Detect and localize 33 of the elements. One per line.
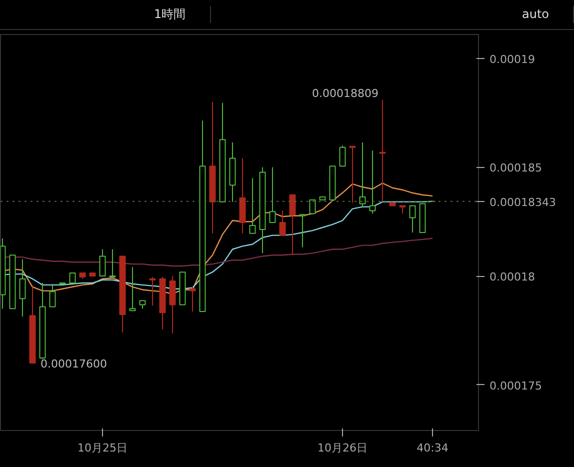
candlestick [69,272,76,284]
x-tick-label: 40:34 [416,442,448,454]
candlestick [189,286,196,312]
candlestick [109,248,116,278]
candlestick [409,205,416,233]
candlestick [279,210,286,236]
candlestick [349,146,356,204]
candlestick [19,258,26,317]
candlestick [369,150,376,214]
candlestick [359,142,366,208]
candlestick [379,99,386,202]
candlestick [169,276,176,334]
candlestick [269,166,276,223]
candlestick [149,276,156,306]
candlestick [129,266,136,312]
annotation: 0.00018809 [312,86,378,100]
annotation: 0.00017600 [40,358,107,371]
x-tick-label: 10月26日 [318,442,368,454]
y-tick-label: 0.000185 [490,162,542,175]
candlestick [249,178,256,234]
ref-line-label: 0.00018343 [490,196,556,209]
text: 1時間 [130,6,211,24]
text: auto [498,6,574,24]
candlestick [49,283,56,308]
candlestick [299,214,306,248]
x-tick-label: 10月25日 [78,442,128,454]
y-tick-label: 0.00018 [490,270,535,284]
y-tick-label: 0.000175 [490,379,542,392]
candlestick [339,144,346,167]
y-tick-label: 0.00019 [490,52,535,66]
candlestick [289,194,296,256]
candlestick [309,199,316,214]
candlestick [99,248,106,277]
